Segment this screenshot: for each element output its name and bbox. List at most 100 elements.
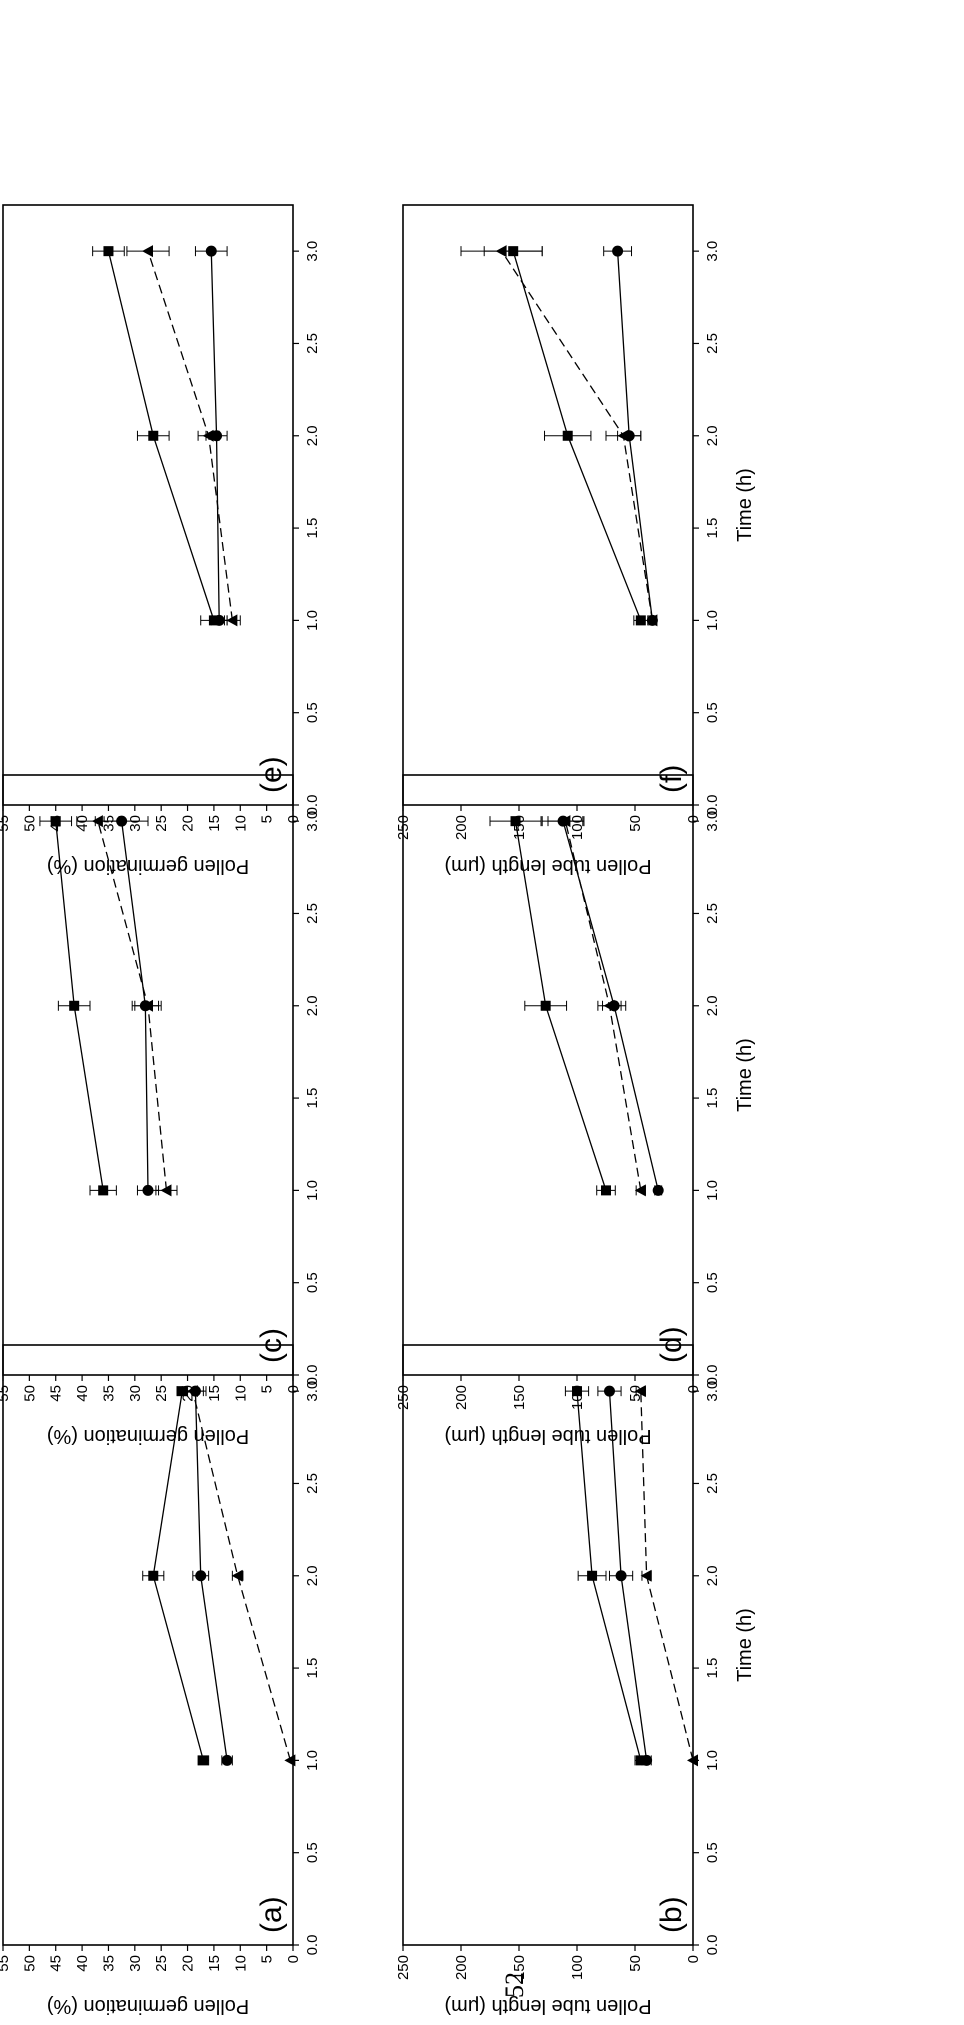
y-tick-label: 45 bbox=[48, 1385, 65, 1402]
data-point-triangle bbox=[634, 1385, 646, 1398]
y-tick-label: 35 bbox=[100, 1385, 117, 1402]
x-tick-label: 0.5 bbox=[704, 1272, 721, 1293]
panel-c: 0.00.51.01.52.02.53.00510152025303540455… bbox=[0, 774, 321, 1447]
x-tick-label: 2.5 bbox=[304, 333, 321, 354]
data-point-square bbox=[198, 1755, 209, 1766]
y-tick-label: 0 bbox=[685, 815, 702, 823]
y-tick-label: 20 bbox=[180, 815, 197, 832]
data-point-square bbox=[148, 1570, 159, 1581]
y-tick-label: 150 bbox=[511, 1955, 528, 1980]
x-tick-label: 1.0 bbox=[304, 610, 321, 631]
y-tick-label: 250 bbox=[395, 1385, 412, 1410]
panel-b: 0.00.51.01.52.02.53.0050100150200250Poll… bbox=[395, 1344, 756, 2017]
x-tick-label: 1.0 bbox=[704, 610, 721, 631]
x-tick-label: 3.0 bbox=[704, 241, 721, 262]
x-tick-label: 3.0 bbox=[304, 1381, 321, 1402]
panel-e: 0.00.51.01.52.02.53.00510152025303540455… bbox=[0, 204, 321, 877]
x-tick-label: 2.5 bbox=[704, 333, 721, 354]
data-point-triangle bbox=[202, 429, 214, 442]
x-tick-label: 0.5 bbox=[304, 702, 321, 723]
plot-frame bbox=[2, 204, 294, 806]
x-tick-label: 2.5 bbox=[704, 1473, 721, 1494]
y-tick-label: 0 bbox=[285, 1955, 302, 1963]
panel-label: (d) bbox=[655, 1326, 688, 1363]
x-axis-label: Time (h) bbox=[734, 468, 756, 542]
y-tick-label: 150 bbox=[511, 815, 528, 840]
y-tick-label: 100 bbox=[569, 815, 586, 840]
y-tick-label: 50 bbox=[627, 815, 644, 832]
x-axis-label: Time (h) bbox=[734, 1038, 756, 1112]
y-axis-label: Pollen germination (%) bbox=[47, 855, 249, 877]
y-tick-label: 20 bbox=[180, 1955, 197, 1972]
x-tick-label: 3.0 bbox=[304, 811, 321, 832]
data-point-triangle bbox=[495, 245, 507, 258]
data-point-square bbox=[98, 1185, 109, 1196]
data-point-triangle bbox=[142, 245, 153, 258]
x-tick-label: 0.5 bbox=[704, 1842, 721, 1863]
data-point-triangle bbox=[634, 1184, 646, 1197]
data-point-triangle bbox=[603, 999, 615, 1012]
data-point-triangle bbox=[646, 614, 658, 627]
data-point-circle bbox=[205, 245, 217, 257]
x-tick-label: 0.0 bbox=[704, 1935, 721, 1956]
x-tick-label: 3.0 bbox=[704, 811, 721, 832]
data-point-triangle bbox=[226, 614, 238, 627]
x-tick-label: 1.5 bbox=[704, 1088, 721, 1109]
panel-label: (c) bbox=[255, 1328, 288, 1363]
x-tick-label: 2.0 bbox=[704, 425, 721, 446]
y-tick-label: 50 bbox=[21, 1955, 38, 1972]
x-tick-label: 1.5 bbox=[304, 1658, 321, 1679]
panel-f: 0.00.51.01.52.02.53.0050100150200250Poll… bbox=[395, 204, 756, 877]
panel-a: 0.00.51.01.52.02.53.00510152025303540455… bbox=[0, 1344, 321, 2017]
data-point-circle bbox=[615, 1570, 627, 1582]
data-point-square bbox=[50, 816, 61, 827]
y-tick-label: 5 bbox=[259, 815, 276, 823]
x-axis-label: Time (h) bbox=[734, 1608, 756, 1682]
x-tick-label: 2.5 bbox=[304, 1473, 321, 1494]
x-tick-label: 0.0 bbox=[704, 795, 721, 816]
data-point-square bbox=[601, 1185, 611, 1196]
series-line-triangle bbox=[192, 1391, 291, 1761]
data-point-triangle bbox=[186, 1385, 198, 1398]
y-tick-label: 5 bbox=[259, 1955, 276, 1963]
x-tick-label: 2.0 bbox=[304, 425, 321, 446]
y-tick-label: 40 bbox=[74, 1955, 91, 1972]
y-tick-label: 35 bbox=[100, 815, 117, 832]
data-point-triangle bbox=[617, 429, 629, 442]
y-tick-label: 15 bbox=[206, 815, 223, 832]
data-point-triangle bbox=[640, 1569, 652, 1582]
x-tick-label: 0.0 bbox=[304, 1935, 321, 1956]
data-point-square bbox=[572, 1386, 582, 1397]
y-tick-label: 15 bbox=[206, 1385, 223, 1402]
data-point-triangle bbox=[231, 1569, 243, 1582]
x-tick-label: 0.0 bbox=[304, 1365, 321, 1386]
y-tick-label: 10 bbox=[232, 815, 249, 832]
y-tick-label: 55 bbox=[0, 1385, 12, 1402]
y-tick-label: 250 bbox=[395, 1955, 412, 1980]
y-tick-label: 10 bbox=[232, 1955, 249, 1972]
data-point-square bbox=[562, 430, 573, 441]
y-tick-label: 50 bbox=[627, 1955, 644, 1972]
y-tick-label: 25 bbox=[153, 815, 170, 832]
data-point-circle bbox=[652, 1184, 664, 1196]
panel-label: (e) bbox=[255, 756, 288, 793]
y-axis-label: Pollen tube length (μm) bbox=[444, 855, 651, 877]
y-tick-label: 200 bbox=[453, 1955, 470, 1980]
y-axis-label: Pollen tube length (μm) bbox=[444, 1995, 651, 2017]
x-tick-label: 2.0 bbox=[704, 995, 721, 1016]
x-tick-label: 0.0 bbox=[704, 1365, 721, 1386]
data-point-triangle bbox=[142, 999, 153, 1012]
x-tick-label: 1.0 bbox=[704, 1750, 721, 1771]
y-axis-label: Pollen tube length (μm) bbox=[444, 1425, 651, 1447]
data-point-circle bbox=[603, 1385, 615, 1397]
y-tick-label: 250 bbox=[395, 815, 412, 840]
data-point-triangle bbox=[559, 815, 571, 828]
y-tick-label: 30 bbox=[127, 1385, 144, 1402]
x-tick-label: 2.0 bbox=[304, 995, 321, 1016]
y-tick-label: 5 bbox=[259, 1385, 276, 1393]
y-tick-label: 0 bbox=[285, 1385, 302, 1393]
data-point-circle bbox=[641, 1754, 653, 1766]
plot-frame bbox=[2, 774, 294, 1376]
y-tick-label: 50 bbox=[21, 1385, 38, 1402]
